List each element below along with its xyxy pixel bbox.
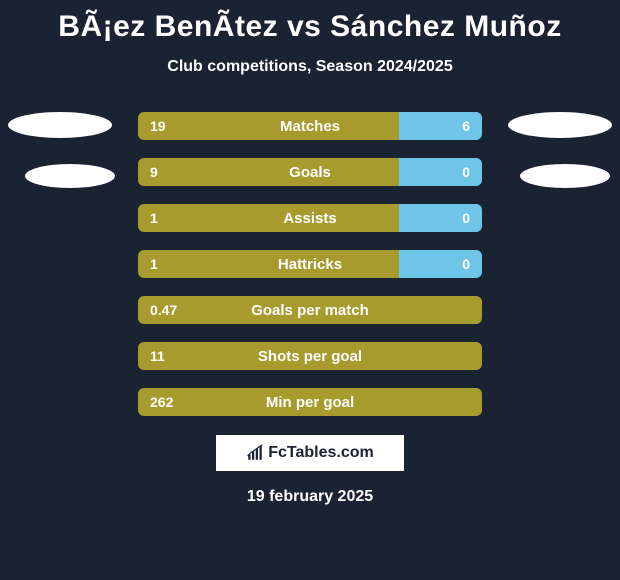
stat-row: 19Matches6 <box>138 112 482 140</box>
bar-left <box>138 296 482 324</box>
page-title: BÃ¡ez BenÃ­tez vs Sánchez Muñoz <box>0 0 620 44</box>
chart-icon <box>246 444 264 462</box>
stat-value-left: 11 <box>150 348 165 364</box>
bar-left <box>138 388 482 416</box>
stat-value-left: 0.47 <box>150 302 177 318</box>
bar-left <box>138 158 399 186</box>
stat-row: 11Shots per goal <box>138 342 482 370</box>
stat-rows: 19Matches6 9Goals0 1Assists0 1Hattricks0 0.4… <box>138 112 482 416</box>
date-label: 19 february 2025 <box>0 488 620 506</box>
logo-box: FcTables.com <box>215 434 405 472</box>
stat-value-left: 1 <box>150 256 158 272</box>
subtitle: Club competitions, Season 2024/2025 <box>0 58 620 76</box>
stat-row: 1Assists0 <box>138 204 482 232</box>
stat-value-right: 0 <box>462 210 470 226</box>
bar-left <box>138 112 399 140</box>
bar-left <box>138 204 399 232</box>
bar-left <box>138 250 399 278</box>
bar-left <box>138 342 482 370</box>
stat-value-right: 0 <box>462 164 470 180</box>
stat-value-left: 9 <box>150 164 158 180</box>
stat-value-right: 0 <box>462 256 470 272</box>
player-right-shape-2 <box>520 164 610 188</box>
stat-value-left: 19 <box>150 118 166 134</box>
stat-value-left: 262 <box>150 394 173 410</box>
stat-row: 0.47Goals per match <box>138 296 482 324</box>
logo-text: FcTables.com <box>268 444 374 462</box>
stat-value-right: 6 <box>462 118 470 134</box>
stat-row: 1Hattricks0 <box>138 250 482 278</box>
stat-row: 9Goals0 <box>138 158 482 186</box>
player-left-shape-1 <box>8 112 112 138</box>
stat-row: 262Min per goal <box>138 388 482 416</box>
stat-value-left: 1 <box>150 210 158 226</box>
stats-area: 19Matches6 9Goals0 1Assists0 1Hattricks0 0.4… <box>0 112 620 416</box>
player-left-shape-2 <box>25 164 115 188</box>
player-right-shape-1 <box>508 112 612 138</box>
